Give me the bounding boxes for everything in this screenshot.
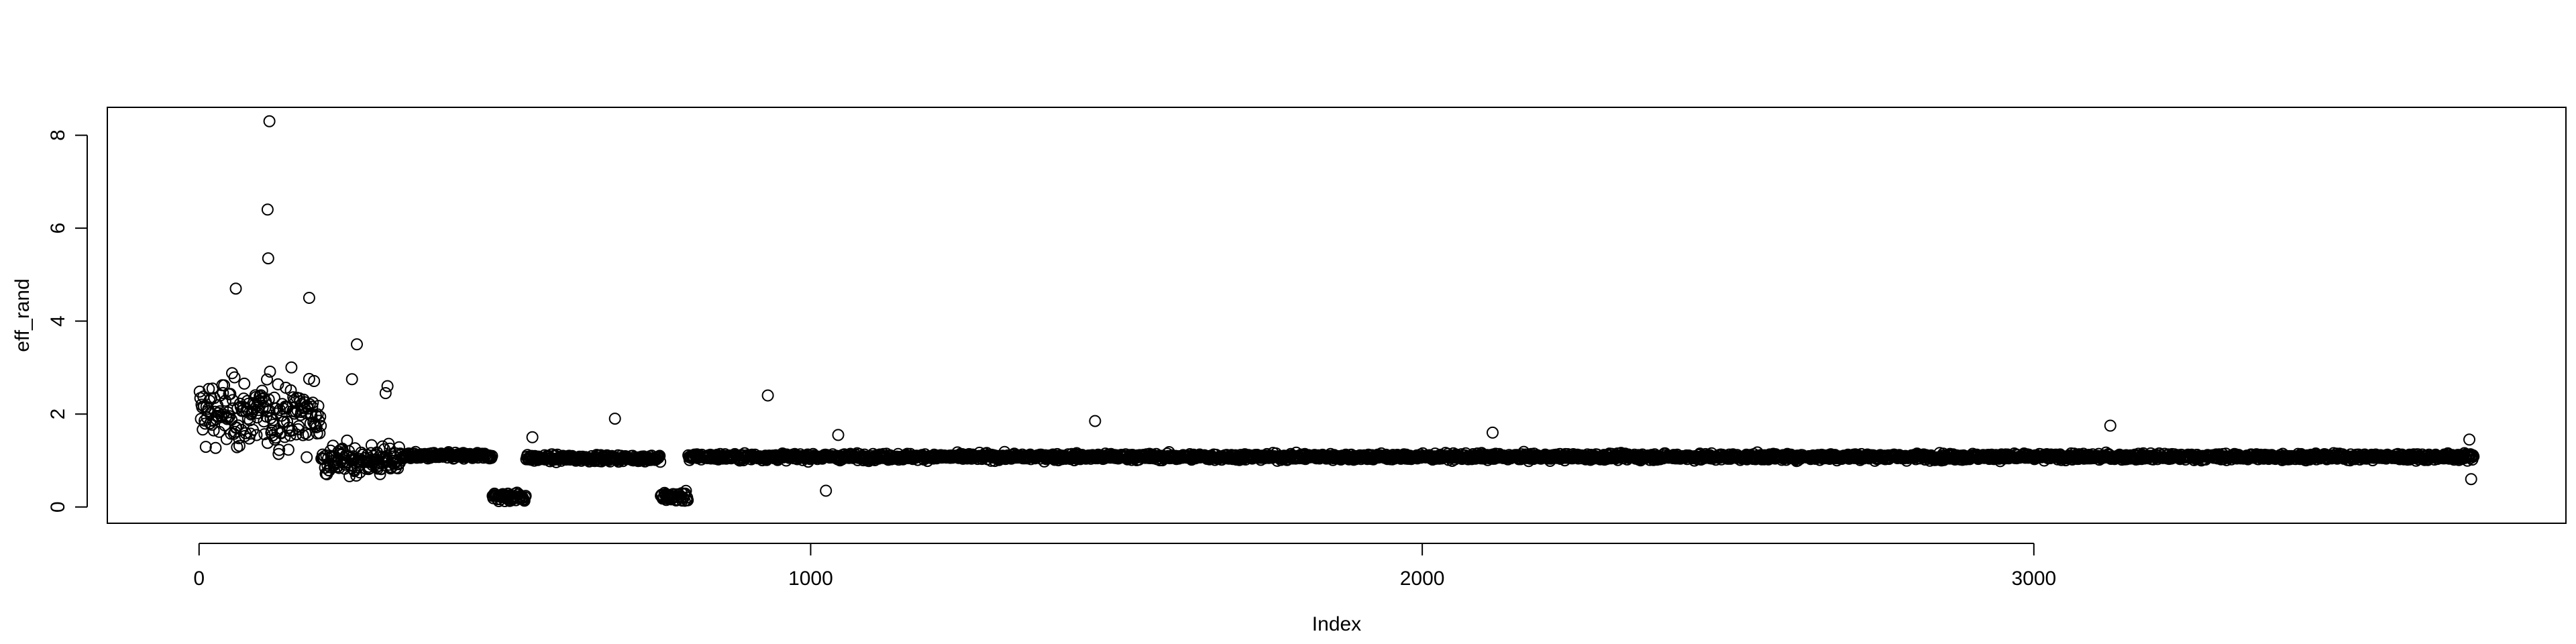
data-point [2467,450,2480,463]
y-tick-label: 2 [47,409,69,420]
data-points [193,115,2480,507]
data-point [286,424,299,437]
data-point [392,462,405,475]
data-point [261,373,273,386]
data-point [218,379,231,392]
x-tick-label: 3000 [2011,568,2056,590]
data-point [1089,415,1102,427]
data-point [228,371,241,384]
data-point [256,384,268,397]
data-point [608,413,621,425]
data-point [224,388,237,400]
data-point [222,411,235,424]
data-point [301,451,313,464]
y-tick-label: 6 [47,223,69,234]
data-point [297,429,309,441]
data-point [288,407,301,420]
data-point [349,442,362,455]
data-point [272,447,285,460]
data-point [221,413,233,425]
data-point [654,455,667,468]
plot-frame [107,107,2567,524]
y-tick-label: 8 [47,129,69,141]
data-point [374,468,386,480]
data-point [2463,433,2475,446]
x-tick-label: 2000 [1400,568,1445,590]
data-point [250,429,263,441]
x-axis: 0 1000 2000 3000 [193,543,2056,590]
x-tick-label: 0 [193,568,205,590]
data-point [303,292,315,304]
data-point [251,411,264,424]
data-point [311,408,324,421]
data-point [212,407,225,419]
data-point [285,361,298,374]
data-point [262,252,274,265]
data-point [282,443,294,456]
y-tick-label: 0 [47,501,69,513]
data-point [217,386,229,399]
data-point [1487,426,1499,439]
data-point [345,373,358,386]
data-point [258,428,271,441]
data-point [2104,419,2116,432]
data-point [308,375,321,387]
data-point [273,443,286,456]
data-point [199,417,211,430]
y-axis: 0 2 4 6 8 [47,129,88,513]
data-point [682,494,694,506]
data-point [274,427,287,439]
data-point [820,484,833,497]
data-point [238,377,251,390]
y-axis-label: eff_rand [11,278,34,352]
data-point [231,441,244,453]
data-point [315,419,327,432]
data-point [263,115,276,127]
y-tick-label: 4 [47,315,69,327]
data-point [526,431,539,443]
data-point [284,429,297,442]
data-point [382,437,395,450]
data-point [680,484,692,497]
data-point [2465,473,2477,486]
data-point [519,490,532,502]
data-point [233,439,246,452]
data-point [199,441,212,453]
x-axis-label: Index [1312,613,1361,635]
data-point [486,449,498,462]
data-point [379,387,392,399]
data-point [272,378,284,390]
data-point [832,429,845,441]
data-point [264,366,276,378]
data-point [351,338,363,351]
data-point [761,389,774,402]
data-point [314,411,327,423]
data-point [207,424,220,437]
data-point [313,427,326,439]
data-point [365,439,378,451]
data-point [350,470,363,482]
data-point [290,428,303,441]
data-point [381,380,394,392]
data-point [229,282,242,295]
x-tick-label: 1000 [788,568,833,590]
data-point [653,449,666,462]
data-point [261,203,274,216]
data-point [209,441,222,454]
